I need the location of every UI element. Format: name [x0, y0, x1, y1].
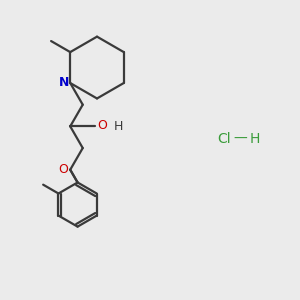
Text: O: O — [58, 163, 68, 176]
Text: Cl: Cl — [217, 132, 230, 146]
Text: N: N — [58, 76, 69, 89]
Text: H: H — [113, 121, 123, 134]
Text: —: — — [233, 132, 247, 146]
Text: H: H — [249, 132, 260, 146]
Text: O: O — [98, 119, 107, 132]
